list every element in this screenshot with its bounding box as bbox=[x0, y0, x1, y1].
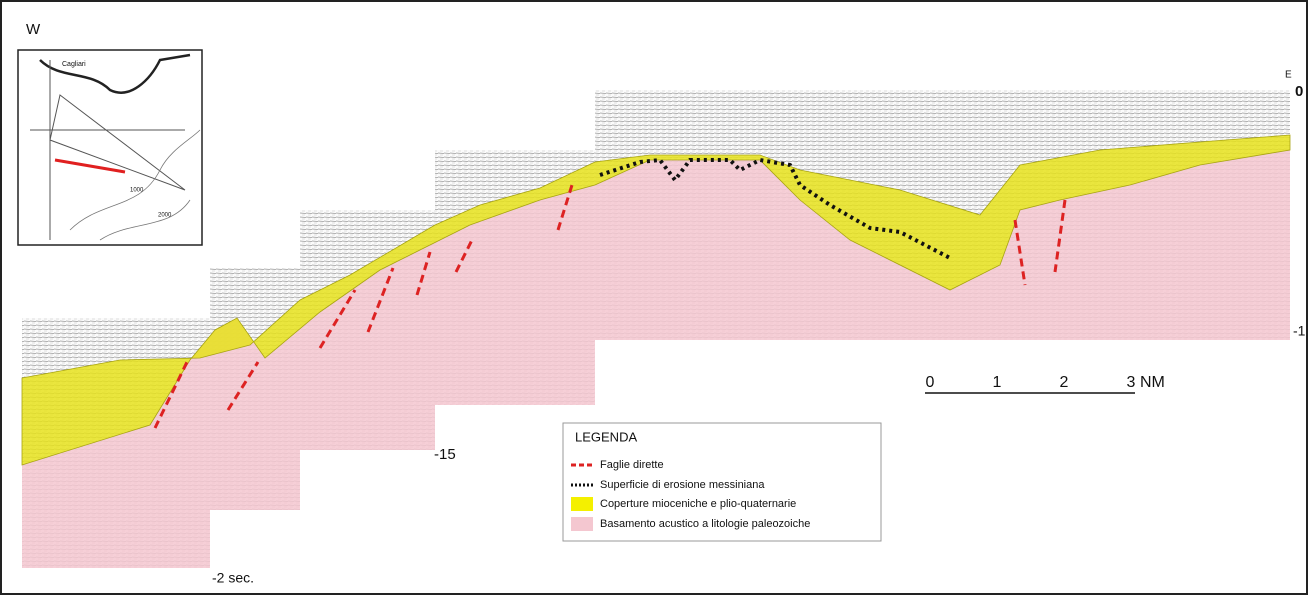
time-label: -2 sec. bbox=[212, 570, 254, 586]
time-label: -1 bbox=[1293, 323, 1306, 339]
time-label: -15 bbox=[434, 446, 456, 463]
scale-tick: 0 bbox=[926, 374, 935, 391]
map-contour: 1000 bbox=[130, 188, 144, 194]
time-label: 0 bbox=[1295, 83, 1303, 100]
legend-item: Coperture mioceniche e plio-quaternarie bbox=[600, 498, 796, 510]
scale-unit: NM bbox=[1140, 374, 1165, 391]
legend-title: LEGENDA bbox=[575, 429, 637, 444]
scale-tick: 2 bbox=[1060, 374, 1069, 391]
scale-tick: 3 bbox=[1127, 374, 1136, 391]
legend-item: Superficie di erosione messiniana bbox=[600, 479, 765, 491]
map-city: Cagliari bbox=[62, 61, 86, 68]
scale-tick: 1 bbox=[993, 374, 1002, 391]
map-contour: 2000 bbox=[158, 213, 172, 219]
figure: Cagliari 1000 2000 W E 0 -1 -15 -2 sec. … bbox=[0, 0, 1308, 595]
legend-item: Faglie dirette bbox=[600, 459, 664, 471]
page: Cagliari 1000 2000 W E 0 -1 -15 -2 sec. … bbox=[0, 0, 1308, 595]
map-inset: Cagliari 1000 2000 bbox=[18, 50, 202, 245]
east-label: E bbox=[1285, 70, 1292, 81]
legend: LEGENDA Faglie dirette Superficie di ero… bbox=[563, 423, 881, 541]
legend-item: Basamento acustico a litologie paleozoic… bbox=[600, 518, 810, 530]
west-label: W bbox=[26, 21, 41, 38]
